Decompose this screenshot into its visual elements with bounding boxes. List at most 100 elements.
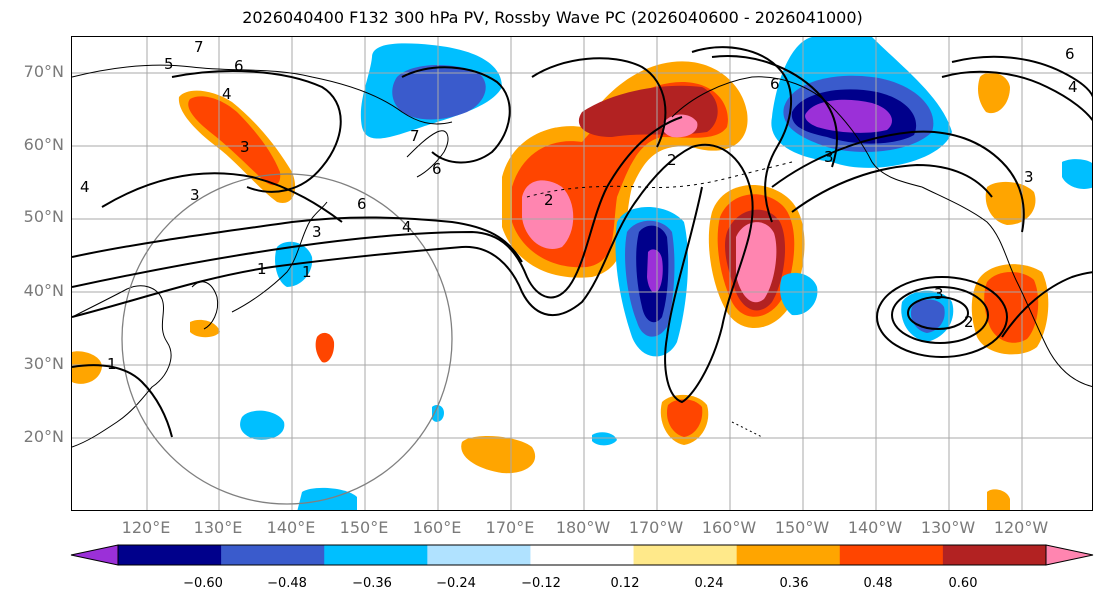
colorbar-outline bbox=[117, 544, 1047, 566]
pv-contour-1 bbox=[72, 143, 754, 404]
coastline-japan bbox=[231, 201, 328, 313]
anomaly-positive-small-d bbox=[315, 332, 335, 363]
anomaly-negative-small-m bbox=[592, 432, 617, 446]
colorbar-tick: −0.12 bbox=[521, 576, 561, 591]
lon-label-150w: 150°W bbox=[774, 518, 830, 537]
contour-label: 4 bbox=[80, 178, 90, 196]
contour-label: 4 bbox=[1068, 78, 1078, 96]
map-canvas: 5 6 7 4 3 3 6 6 4 1 1 2 2 6 7 3 3 4 1 3 … bbox=[72, 37, 1092, 510]
anomaly-positive-small-b bbox=[461, 435, 536, 474]
coastline-kamchatka bbox=[406, 130, 449, 178]
pv-contour-6 bbox=[401, 66, 511, 164]
pv-contour-5 bbox=[171, 70, 342, 193]
anomaly-positive-small-i bbox=[978, 72, 1010, 114]
coastline-alaska bbox=[671, 76, 923, 188]
contour-label: 6 bbox=[432, 160, 442, 178]
pv-contour-2 bbox=[72, 116, 683, 299]
anomaly-positive-small-e bbox=[72, 351, 102, 384]
lon-label-130w: 130°W bbox=[920, 518, 976, 537]
contour-label: 3 bbox=[824, 148, 834, 166]
colorbar-segment bbox=[736, 545, 841, 565]
contour-label: 7 bbox=[194, 38, 204, 56]
coastline-aleutians bbox=[526, 161, 793, 198]
lon-label-170e: 170°E bbox=[485, 518, 535, 537]
graticule bbox=[72, 37, 1092, 510]
contour-label: 3 bbox=[1024, 168, 1034, 186]
anomaly-negative-small-f bbox=[780, 272, 818, 316]
lon-label-140w: 140°W bbox=[847, 518, 903, 537]
colorbar-segment bbox=[633, 545, 738, 565]
colorbar-tick: −0.36 bbox=[352, 576, 392, 591]
contour-label: 3 bbox=[312, 223, 322, 241]
anomaly-positive-small-k bbox=[987, 489, 1010, 510]
contour-label: 3 bbox=[934, 285, 944, 303]
contour-label: 5 bbox=[164, 55, 174, 73]
pv-contour-14 bbox=[1001, 271, 1092, 338]
pv-contour-cutoff-mid bbox=[891, 286, 989, 344]
contour-label: 3 bbox=[190, 186, 200, 204]
anomaly-positive-small-a-inner bbox=[666, 399, 703, 437]
contour-labels: 5 6 7 4 3 3 6 6 4 1 1 2 2 6 7 3 3 4 1 3 … bbox=[80, 38, 1078, 373]
pv-contour-9 bbox=[711, 55, 838, 168]
lat-label-50n: 50°N bbox=[23, 207, 64, 226]
colorbar-tick: 0.60 bbox=[948, 576, 978, 591]
radius-circle bbox=[121, 173, 453, 505]
colorbar-segment bbox=[427, 545, 531, 565]
contour-label: 1 bbox=[257, 260, 267, 278]
pv-contour-cutoff-outer bbox=[876, 276, 1008, 358]
contour-label: 1 bbox=[302, 263, 312, 281]
coastline-hawaii bbox=[731, 421, 763, 438]
colorbar-tick: −0.60 bbox=[183, 576, 223, 591]
anomaly-positive-125e-inner bbox=[188, 96, 281, 186]
plot-title: 2026040400 F132 300 hPa PV, Rossby Wave … bbox=[242, 8, 863, 27]
lon-label-140e: 140°E bbox=[266, 518, 316, 537]
colorbar-tick: −0.48 bbox=[267, 576, 307, 591]
contour-label: 2 bbox=[544, 191, 554, 209]
pv-contours bbox=[72, 46, 1092, 438]
pv-contour-12 bbox=[951, 55, 1092, 98]
contour-label: 6 bbox=[1065, 45, 1075, 63]
anomaly-positive-pink-a bbox=[522, 180, 574, 249]
lon-label-120e: 120°E bbox=[121, 518, 171, 537]
lat-label-40n: 40°N bbox=[23, 281, 64, 300]
colorbar bbox=[70, 544, 1094, 566]
colorbar-max-extend bbox=[1045, 544, 1094, 566]
pv-contour-8 bbox=[691, 46, 793, 223]
pv-contour-7 bbox=[531, 57, 667, 148]
colorbar-tick: −0.24 bbox=[436, 576, 476, 591]
coastline-siberia bbox=[72, 64, 453, 125]
anomaly-positive-120w-inner bbox=[984, 271, 1039, 343]
pv-contour-3 bbox=[72, 216, 523, 263]
anomaly-positive-central-core bbox=[578, 85, 718, 137]
anomaly-negative-170w-purple bbox=[647, 249, 663, 293]
colorbar-segment bbox=[839, 545, 944, 565]
lat-label-60n: 60°N bbox=[23, 135, 64, 154]
contour-label: 2 bbox=[964, 313, 974, 331]
colorbar-tick: 0.36 bbox=[779, 576, 809, 591]
pv-contour-13 bbox=[941, 70, 1092, 122]
anomaly-negative-small-g bbox=[1062, 159, 1092, 189]
colorbar-segment bbox=[530, 545, 635, 565]
pv-contour-11 bbox=[791, 163, 993, 213]
lon-label-160e: 160°E bbox=[412, 518, 462, 537]
lat-label-70n: 70°N bbox=[23, 62, 64, 81]
contour-label: 4 bbox=[222, 85, 232, 103]
coastline-northamerica bbox=[921, 186, 1092, 387]
pv-contour-cutoff-inner bbox=[907, 296, 969, 330]
lon-label-150e: 150°E bbox=[339, 518, 389, 537]
contour-label: 6 bbox=[234, 57, 244, 75]
colorbar-segments bbox=[118, 545, 1047, 565]
colorbar-segment bbox=[118, 545, 222, 565]
colorbar-tick: 0.12 bbox=[610, 576, 640, 591]
contour-label: 6 bbox=[770, 75, 780, 93]
contour-label: 3 bbox=[240, 138, 250, 156]
lon-label-120w: 120°W bbox=[993, 518, 1049, 537]
contour-label: 6 bbox=[357, 195, 367, 213]
lon-label-180w: 180°W bbox=[555, 518, 611, 537]
lat-label-30n: 30°N bbox=[23, 354, 64, 373]
anomaly-negative-small-c bbox=[240, 410, 285, 440]
colorbar-tick: 0.48 bbox=[863, 576, 893, 591]
coastline-asia bbox=[72, 285, 172, 448]
anomaly-positive-160w-pink bbox=[736, 222, 777, 303]
anomaly-negative-140e-inner bbox=[392, 65, 486, 120]
